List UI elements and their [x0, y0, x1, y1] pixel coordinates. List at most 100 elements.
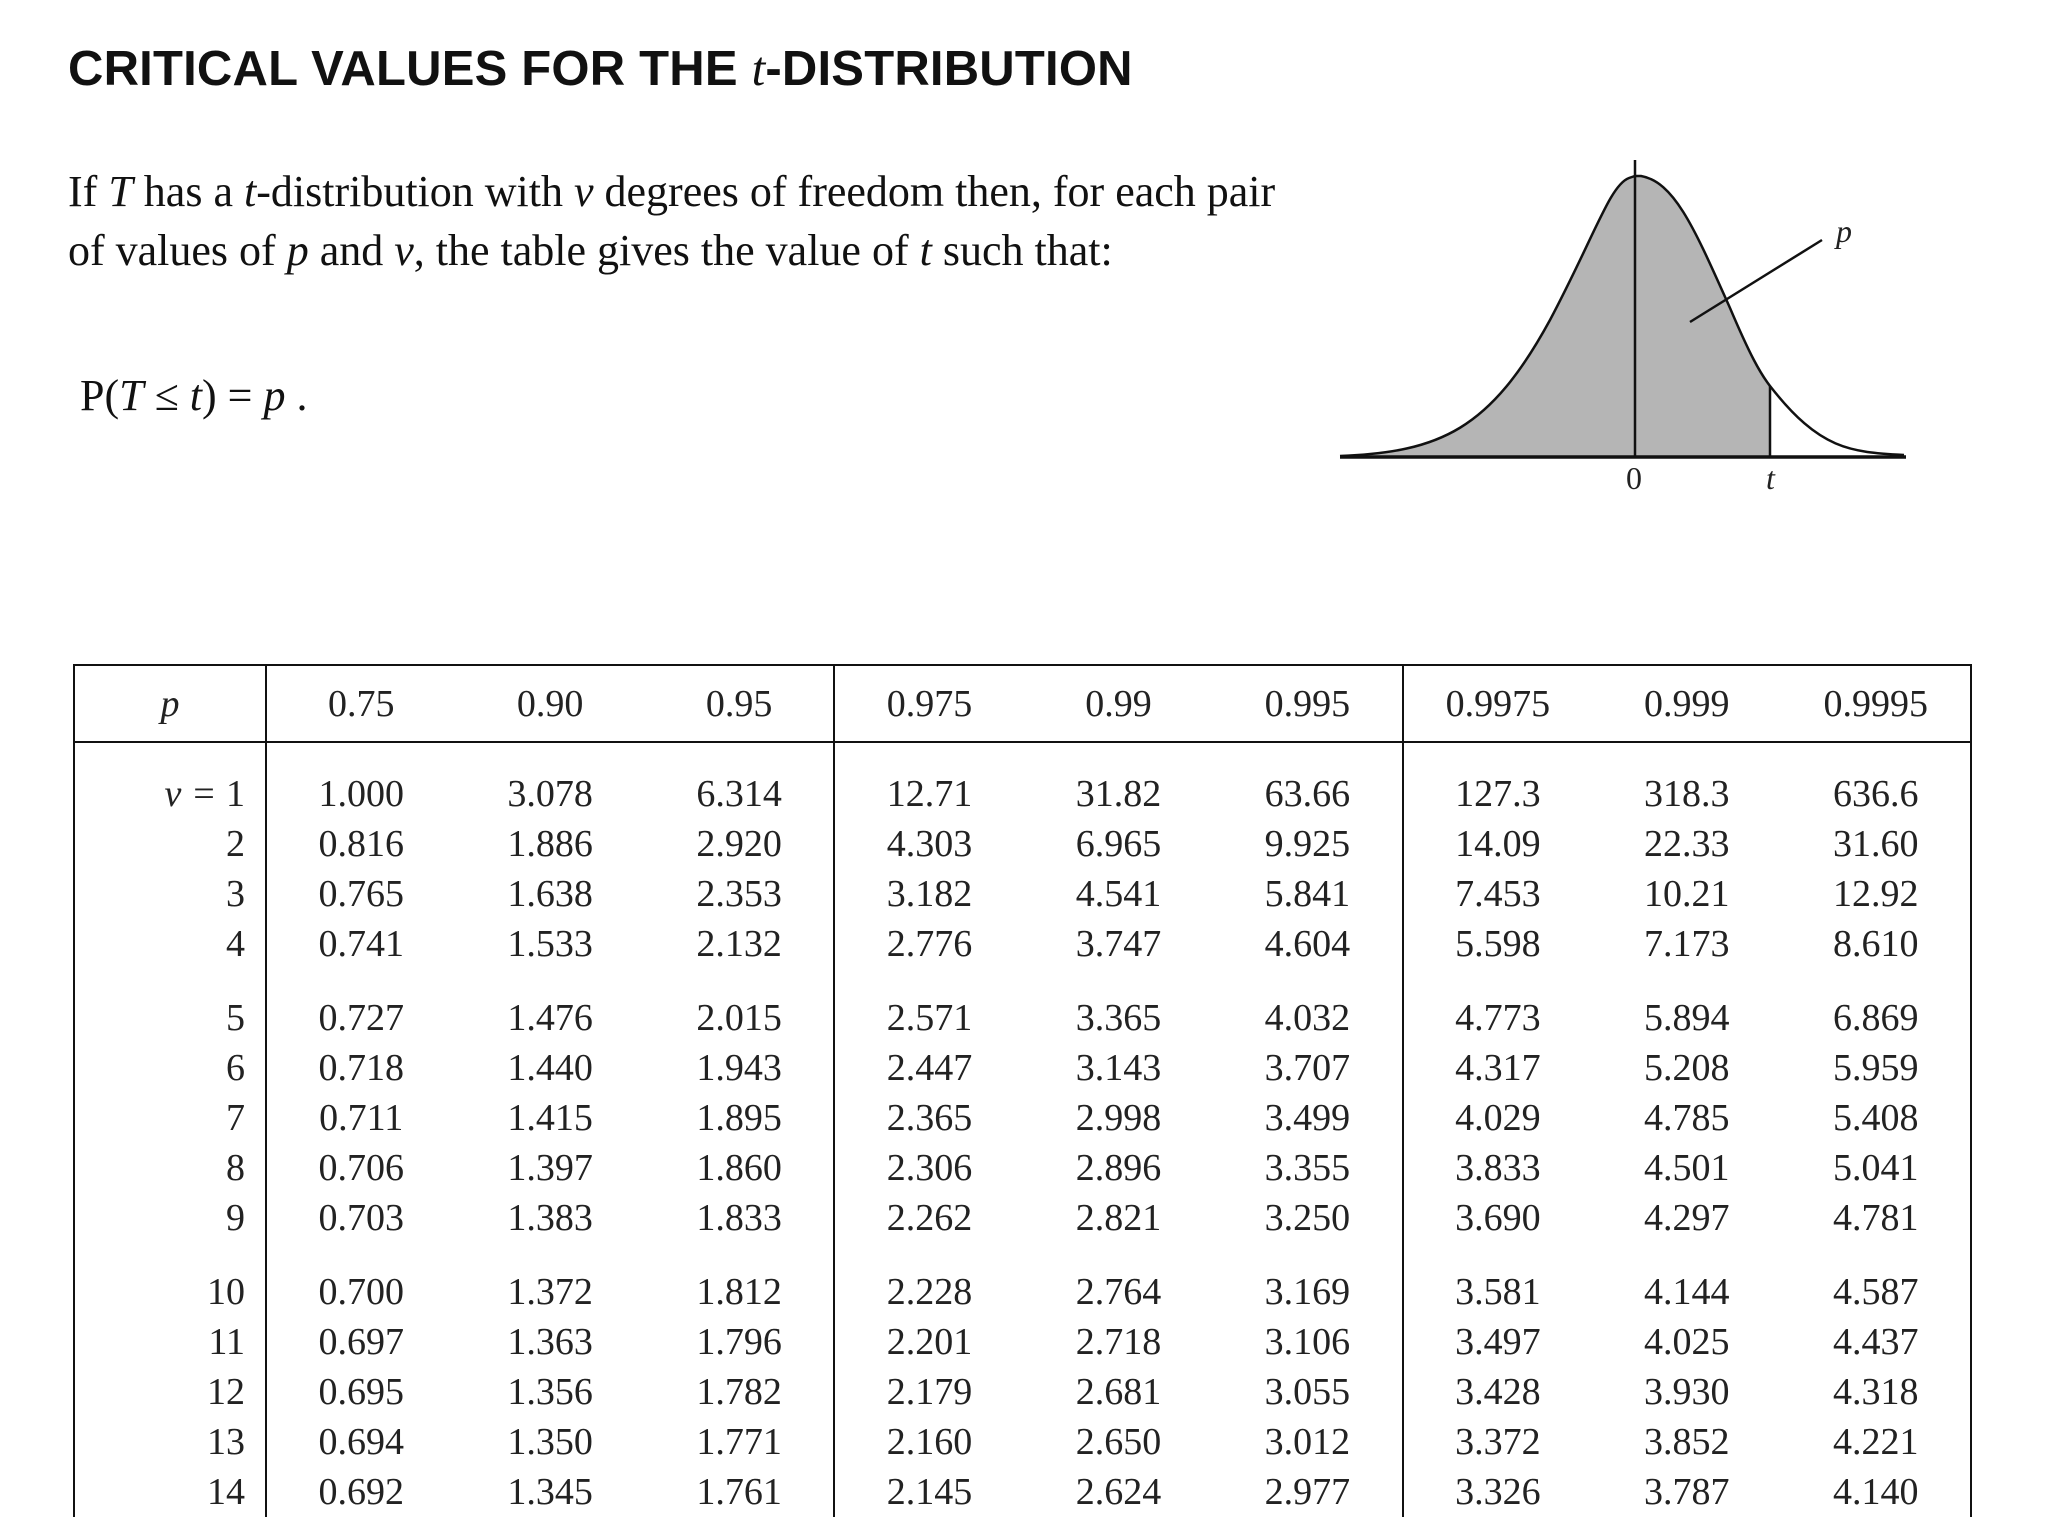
nu-value: 13 — [207, 1421, 245, 1463]
nu-value: 9 — [226, 1197, 245, 1239]
table-cell: 5.408 — [1833, 1097, 1919, 1139]
table-cell: 4.318 — [1833, 1371, 1919, 1413]
nu-cell: 4 — [74, 919, 266, 969]
table-cell: 3.106 — [1264, 1321, 1351, 1363]
nu-value: 11 — [208, 1321, 245, 1363]
table-cell: 5.041 — [1833, 1147, 1919, 1189]
column-header: 0.9995 — [1781, 665, 1971, 743]
table-row: 2 0.816 1.886 2.920 4.303 6.965 9.925 14.09 22.3… — [74, 819, 1971, 869]
table-row: 5 0.727 1.476 2.015 2.571 3.365 4.032 4.773 5.89… — [74, 969, 1971, 1043]
table-cell: 3.581 — [1401, 1243, 1593, 1317]
table-row: 10 0.700 1.372 1.812 2.228 2.764 3.169 3.581 4.1… — [74, 1243, 1971, 1317]
table-cell: 1.415 — [507, 1097, 593, 1139]
table-cell: 8.610 — [1833, 923, 1919, 965]
column-header: 0.9975 — [1401, 665, 1593, 743]
p-header: p — [74, 665, 266, 743]
table-cell: 1.638 — [507, 873, 593, 915]
nu-value: 4 — [226, 923, 245, 965]
intro-text: has a — [132, 167, 244, 216]
nu-cell: 10 — [74, 1243, 266, 1317]
table-cell: 63.66 — [1264, 773, 1351, 815]
table-cell: 4.025 — [1644, 1321, 1730, 1363]
nu-value: 10 — [207, 1271, 245, 1313]
column-header: 0.975 — [833, 665, 1024, 743]
table-cell: 12.71 — [833, 742, 1024, 819]
table-cell: 2.571 — [833, 969, 1024, 1043]
table-cell: 4.437 — [1833, 1321, 1919, 1363]
p-label: p — [1834, 213, 1852, 249]
table-cell: 3.355 — [1264, 1147, 1351, 1189]
table-cell: 2.977 — [1264, 1471, 1351, 1513]
table-cell: 4.221 — [1833, 1421, 1919, 1463]
nu-value: 6 — [226, 1047, 245, 1089]
intro-var-nu: ν — [574, 167, 594, 216]
title-prefix: CRITICAL VALUES FOR THE — [68, 42, 752, 96]
table-cell: 1.771 — [696, 1421, 782, 1463]
nu-value: 1 — [226, 773, 245, 815]
nu-cell: 9 — [74, 1193, 266, 1243]
column-header: 0.995 — [1213, 665, 1403, 743]
nu-value: 12 — [207, 1371, 245, 1413]
table-cell: 2.015 — [696, 997, 782, 1039]
table-row: 8 0.706 1.397 1.860 2.306 2.896 3.355 3.833 4.50… — [74, 1143, 1971, 1193]
table-row: 12 0.695 1.356 1.782 2.179 2.681 3.055 3.428 3.9… — [74, 1367, 1971, 1417]
table-cell: 3.012 — [1264, 1421, 1351, 1463]
formula-var-t: t — [189, 371, 202, 420]
nu-cell: ν = 1 — [74, 742, 266, 819]
table-cell: 22.33 — [1644, 823, 1730, 865]
table-cell: 0.816 — [264, 819, 456, 869]
table-row: 13 0.694 1.350 1.771 2.160 2.650 3.012 3.372 3.8… — [74, 1417, 1971, 1467]
table-cell: 0.697 — [264, 1317, 456, 1367]
intro-text: such that: — [931, 226, 1113, 275]
shaded-area — [1340, 176, 1770, 456]
table-cell: 2.718 — [1075, 1321, 1162, 1363]
probability-formula: P(T ≤ t) = p . — [80, 370, 307, 421]
table-cell: 2.624 — [1075, 1471, 1162, 1513]
title-suffix: -DISTRIBUTION — [765, 42, 1133, 96]
table-cell: 1.372 — [507, 1271, 593, 1313]
table-cell: 4.773 — [1401, 969, 1593, 1043]
column-header: 0.999 — [1592, 665, 1782, 743]
table-row: 4 0.741 1.533 2.132 2.776 3.747 4.604 5.598 7.17… — [74, 919, 1971, 969]
table-cell: 1.761 — [696, 1471, 782, 1513]
table-cell: 0.703 — [264, 1193, 456, 1243]
table-cell: 3.143 — [1075, 1047, 1162, 1089]
table-cell: 2.145 — [833, 1467, 1024, 1517]
formula-text: P( — [80, 371, 120, 420]
table-cell: 1.895 — [696, 1097, 782, 1139]
table-cell: 4.029 — [1401, 1093, 1593, 1143]
table-cell: 0.765 — [264, 869, 456, 919]
table-cell: 1.860 — [696, 1147, 782, 1189]
zero-label: 0 — [1626, 460, 1642, 496]
table-cell: 1.833 — [696, 1197, 782, 1239]
nu-value: 5 — [226, 997, 245, 1039]
table-cell: 4.587 — [1833, 1271, 1919, 1313]
table-cell: 3.250 — [1264, 1197, 1351, 1239]
table-cell: 0.741 — [264, 919, 456, 969]
column-header: 0.75 — [264, 665, 456, 743]
table-cell: 2.776 — [833, 919, 1024, 969]
table-cell: 2.353 — [696, 873, 782, 915]
table-cell: 1.782 — [696, 1371, 782, 1413]
table-cell: 2.306 — [833, 1143, 1024, 1193]
table-cell: 3.078 — [507, 773, 593, 815]
table-cell: 3.055 — [1264, 1371, 1351, 1413]
table-cell: 2.447 — [833, 1043, 1024, 1093]
table-cell: 12.92 — [1833, 873, 1919, 915]
table-cell: 1.383 — [507, 1197, 593, 1239]
table-cell: 3.787 — [1644, 1471, 1730, 1513]
table-cell: 2.998 — [1075, 1097, 1162, 1139]
table-cell: 2.228 — [833, 1243, 1024, 1317]
formula-text: ≤ — [143, 371, 190, 420]
table-row: 14 0.692 1.345 1.761 2.145 2.624 2.977 3.326 3.7… — [74, 1467, 1971, 1517]
table-row: 11 0.697 1.363 1.796 2.201 2.718 3.106 3.497 4.0… — [74, 1317, 1971, 1367]
table-row: 9 0.703 1.383 1.833 2.262 2.821 3.250 3.690 4.29… — [74, 1193, 1971, 1243]
page-title: CRITICAL VALUES FOR THE t-DISTRIBUTION — [68, 40, 1133, 97]
table-cell: 2.650 — [1075, 1421, 1162, 1463]
table-cell: 2.201 — [833, 1317, 1024, 1367]
table-cell: 3.372 — [1401, 1417, 1593, 1467]
table-cell: 1.356 — [507, 1371, 593, 1413]
nu-value: 8 — [226, 1147, 245, 1189]
table-cell: 1.943 — [696, 1047, 782, 1089]
table-cell: 1.533 — [507, 923, 593, 965]
